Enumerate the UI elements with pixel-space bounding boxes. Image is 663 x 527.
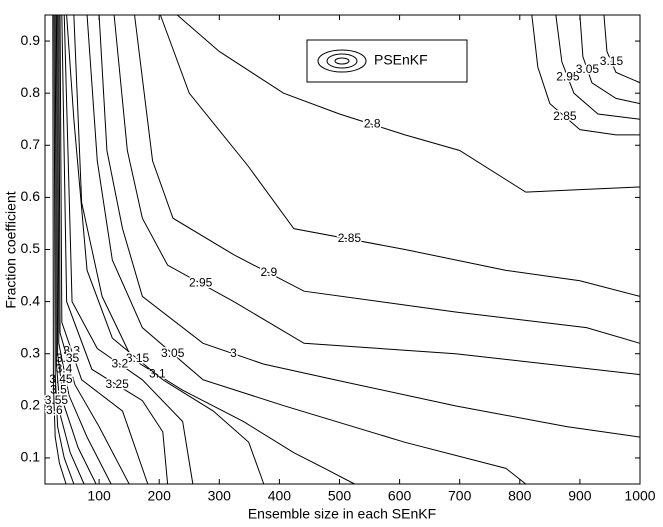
legend-icon (317, 49, 367, 73)
contour-label: 3.15 (600, 54, 624, 68)
x-tick-label: 100 (87, 488, 111, 504)
contour-line (159, 14, 641, 297)
contour-label: 3.3 (63, 343, 80, 357)
contour-label: 3.55 (45, 393, 69, 407)
legend-box (306, 39, 468, 83)
y-axis-label: Fraction coefficient (3, 191, 19, 308)
contour-label: 3.1 (149, 367, 166, 381)
contour-line (531, 14, 640, 136)
contour-label: 3.2 (111, 356, 128, 370)
contour-line (52, 14, 67, 485)
y-tick-label: 0.6 (21, 188, 41, 204)
y-tick-label: 0.5 (21, 240, 41, 256)
x-tick-label: 300 (208, 488, 232, 504)
x-tick-label: 600 (388, 488, 412, 504)
plot-area (44, 14, 641, 485)
contour-line (58, 14, 130, 485)
legend: PSEnKF (306, 39, 468, 83)
contour-label: 3.15 (126, 351, 150, 365)
contour-line (176, 14, 641, 193)
contour-label: 2.8 (364, 117, 381, 131)
contour-line (98, 14, 641, 438)
x-tick-label: 700 (448, 488, 472, 504)
contour-label: 2.95 (189, 276, 213, 290)
legend-label: PSEnKF (374, 52, 428, 68)
contour-label: 2.9 (261, 265, 278, 279)
contour-label: 2.85 (338, 231, 362, 245)
contour-label: 2.95 (556, 70, 580, 84)
contour-line (55, 14, 97, 485)
legend-icon (326, 53, 358, 69)
contour-line (61, 14, 169, 485)
contour-line (57, 14, 112, 485)
contour-line (555, 14, 641, 120)
contour-line (73, 14, 355, 485)
contour-line (86, 14, 527, 485)
contour-label: 2.85 (553, 109, 577, 123)
x-tick-label: 500 (328, 488, 352, 504)
contour-line (603, 14, 641, 84)
contour-line (113, 14, 641, 376)
contour-line (54, 14, 85, 485)
x-tick-label: 200 (148, 488, 172, 504)
contour-label: 3.25 (105, 377, 129, 391)
x-axis-label: Ensemble size in each SEnKF (248, 506, 436, 522)
contour-line (53, 14, 75, 485)
contour-label: 3.6 (46, 403, 63, 417)
contour-line (579, 14, 641, 105)
contour-line (66, 14, 265, 485)
contour-label: 3 (230, 346, 237, 360)
legend-icon (334, 57, 350, 65)
contour-line (59, 14, 149, 485)
y-tick-label: 0.9 (21, 32, 41, 48)
y-tick-label: 0.4 (21, 292, 41, 308)
contour-label: 3.05 (576, 62, 600, 76)
x-tick-label: 1000 (624, 488, 655, 504)
contour-label: 3.05 (161, 346, 185, 360)
x-tick-label: 800 (508, 488, 532, 504)
y-tick-label: 0.1 (21, 449, 41, 465)
x-tick-label: 400 (268, 488, 292, 504)
y-tick-label: 0.8 (21, 84, 41, 100)
y-tick-label: 0.2 (21, 397, 41, 413)
contour-line (134, 14, 641, 344)
y-tick-label: 0.7 (21, 136, 41, 152)
x-tick-label: 900 (568, 488, 592, 504)
y-tick-label: 0.3 (21, 344, 41, 360)
contour-line (63, 14, 194, 485)
